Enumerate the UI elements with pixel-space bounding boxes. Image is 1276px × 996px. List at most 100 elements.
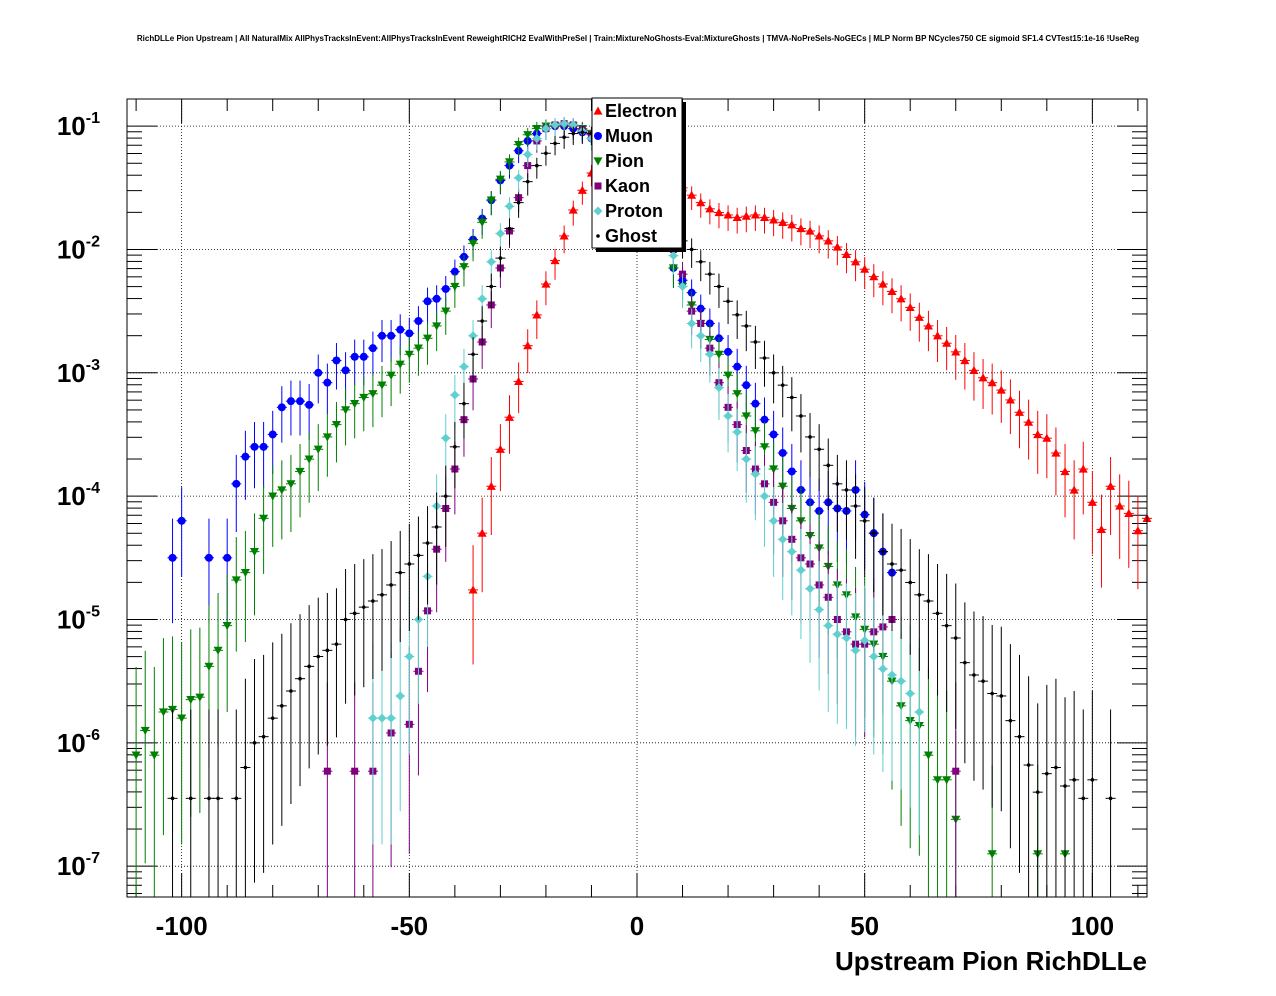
data-point-ghost <box>343 617 348 622</box>
data-point-ghost <box>853 504 858 508</box>
data-point-ghost <box>280 704 284 708</box>
data-point-electron <box>769 215 779 224</box>
data-point-ghost <box>270 716 275 720</box>
data-point-electron <box>486 481 496 490</box>
data-point-ghost <box>963 660 967 665</box>
data-point-muon <box>705 319 714 328</box>
data-point-proton <box>887 670 897 680</box>
data-point-electron <box>559 231 569 240</box>
y-tick-base: 10 <box>57 481 86 511</box>
data-point-ghost <box>835 482 840 486</box>
data-point-electron <box>550 256 560 265</box>
data-point-proton <box>860 635 870 645</box>
legend-label-ghost: Ghost <box>605 226 657 246</box>
data-point-muon <box>204 553 213 562</box>
data-point-muon <box>450 267 459 276</box>
y-tick-exponent: -1 <box>86 110 100 127</box>
data-point-pion <box>423 334 433 343</box>
data-point-muon <box>432 294 441 303</box>
y-tick-base: 10 <box>57 604 86 634</box>
data-point-proton <box>914 707 924 717</box>
data-point-proton <box>696 331 706 341</box>
data-point-muon <box>286 397 295 406</box>
data-point-muon <box>305 400 314 409</box>
data-point-pion <box>413 344 423 353</box>
data-point-kaon <box>323 767 331 775</box>
data-point-ghost <box>170 796 175 801</box>
data-point-kaon <box>351 767 359 775</box>
data-point-ghost <box>1035 790 1040 794</box>
y-tick-label: 10-2 <box>57 233 100 264</box>
data-point-ghost <box>698 260 703 264</box>
data-point-pion <box>732 390 742 399</box>
data-point-electron <box>723 210 733 219</box>
legend-marker-pion <box>593 157 603 166</box>
data-point-ghost <box>298 676 302 681</box>
data-point-pion <box>505 158 514 167</box>
data-point-electron <box>878 279 888 288</box>
legend-marker-ghost <box>596 234 600 238</box>
data-point-electron <box>705 204 715 213</box>
y-tick-base: 10 <box>57 234 86 264</box>
data-point-electron <box>760 212 769 222</box>
data-point-electron <box>1087 497 1097 506</box>
data-point-ghost <box>1045 771 1049 776</box>
data-point-ghost <box>261 734 266 739</box>
data-point-muon <box>742 381 751 390</box>
data-point-ghost <box>762 356 767 360</box>
data-point-ghost <box>553 141 557 146</box>
data-point-ghost <box>817 447 821 452</box>
data-point-ghost <box>507 226 512 231</box>
data-point-electron <box>1115 501 1125 510</box>
y-tick-base: 10 <box>57 851 86 881</box>
data-point-pion <box>149 751 159 760</box>
data-point-ghost <box>790 395 794 400</box>
x-tick-label: 50 <box>850 911 879 941</box>
data-point-ghost <box>407 562 412 566</box>
data-point-proton <box>668 251 678 261</box>
legend-label-pion: Pion <box>605 151 644 171</box>
data-point-ghost <box>434 525 439 529</box>
data-point-proton <box>514 173 524 183</box>
data-point-ghost <box>443 494 448 498</box>
data-point-ghost <box>735 313 739 317</box>
data-point-electron <box>832 242 842 251</box>
data-point-proton <box>805 584 815 594</box>
data-point-pion <box>432 322 442 331</box>
data-point-proton <box>568 120 578 130</box>
data-point-ghost <box>844 488 849 492</box>
data-point-pion <box>313 445 323 454</box>
data-point-electron <box>696 198 706 207</box>
data-point-ghost <box>972 673 976 677</box>
data-point-ghost <box>708 272 712 276</box>
data-point-proton <box>477 294 487 304</box>
data-point-proton <box>796 565 806 575</box>
data-point-proton <box>368 713 378 723</box>
data-point-ghost <box>498 256 503 260</box>
data-point-proton <box>505 201 514 211</box>
data-point-pion <box>322 433 332 442</box>
data-point-muon <box>378 331 386 340</box>
data-point-ghost <box>1072 778 1076 782</box>
data-point-pion <box>404 350 414 359</box>
data-point-electron <box>1124 508 1134 518</box>
legend-marker-muon <box>594 132 602 140</box>
legend-label-electron: Electron <box>605 101 677 121</box>
data-point-pion <box>741 412 751 421</box>
data-point-electron <box>933 331 943 340</box>
data-point-muon <box>277 403 286 412</box>
data-point-muon <box>387 331 396 340</box>
data-point-ghost <box>489 284 494 289</box>
data-point-pion <box>714 350 724 359</box>
data-point-ghost <box>216 796 220 801</box>
data-point-proton <box>723 411 733 421</box>
data-point-electron <box>978 373 988 382</box>
data-point-pion <box>204 662 214 671</box>
data-point-electron <box>1051 448 1061 457</box>
data-point-pion <box>723 371 733 380</box>
data-point-pion <box>240 569 250 578</box>
data-point-electron <box>468 585 478 594</box>
data-point-ghost <box>899 568 903 572</box>
data-point-proton <box>778 534 788 544</box>
